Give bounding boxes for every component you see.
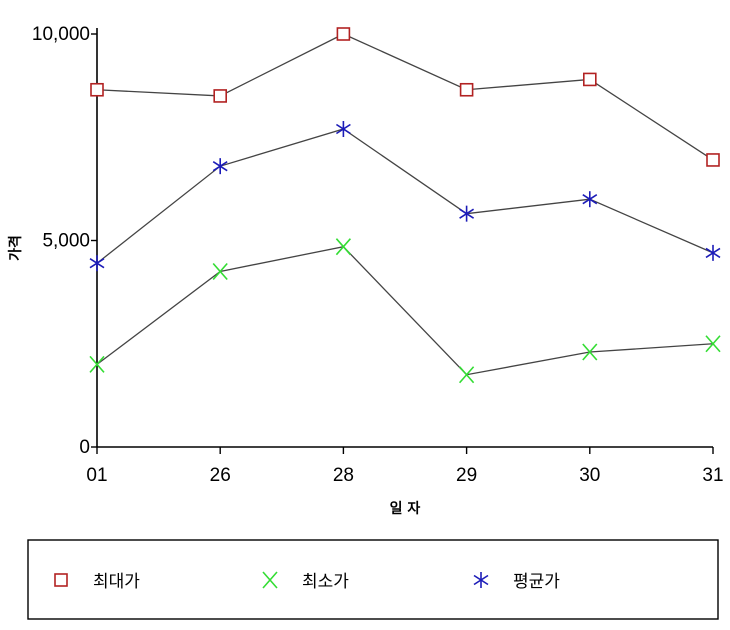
legend-label-1: 최대가: [93, 572, 140, 592]
data-point-2-3: [335, 238, 352, 256]
legend-marker-1: [54, 573, 68, 587]
data-point-2-2: [212, 262, 228, 281]
data-point-3-1: [89, 255, 105, 272]
x-tick-label: 01: [86, 465, 107, 486]
data-point-3-4: [459, 205, 475, 222]
chart-axes: 0 5,000 10,000 01 26 28 29 30 31: [32, 24, 724, 486]
data-point-3-2: [212, 158, 228, 175]
data-point-3-5: [582, 191, 598, 208]
x-tick-label: 29: [456, 465, 477, 486]
series-line-1: [96, 33, 714, 161]
series-lines: [96, 33, 714, 376]
x-axis-title: 일 자: [390, 501, 421, 517]
data-point-1-3: [336, 27, 351, 41]
data-point-2-4: [458, 366, 475, 384]
x-tick-label: 30: [579, 465, 600, 486]
y-axis-title: 가격: [7, 235, 24, 261]
y-tick-label: 5,000: [42, 231, 90, 252]
data-point-2-6: [705, 335, 721, 353]
data-point-3-3: [335, 120, 351, 137]
legend-marker-3: [473, 572, 489, 588]
data-point-1-6: [706, 153, 720, 167]
legend: 최대가 최소가 평균가: [27, 539, 719, 620]
y-tick-label: 0: [79, 437, 90, 458]
data-point-1-1: [90, 82, 104, 97]
legend-label-2: 최소가: [302, 572, 349, 592]
series-line-2: [96, 245, 714, 376]
data-point-1-2: [213, 89, 227, 103]
x-tick-label: 26: [210, 465, 231, 486]
data-point-1-5: [582, 72, 597, 87]
data-point-2-5: [582, 343, 598, 361]
series-line-3: [96, 128, 714, 264]
series-markers: [89, 27, 721, 384]
legend-box: [27, 539, 719, 620]
legend-label-3: 평균가: [513, 572, 560, 592]
data-point-3-6: [705, 244, 721, 261]
legend-marker-2: [262, 571, 278, 589]
x-tick-label: 28: [333, 465, 354, 486]
data-point-2-1: [89, 355, 105, 373]
y-tick-label: 10,000: [32, 24, 90, 45]
x-tick-label: 31: [702, 465, 723, 486]
data-point-1-4: [459, 82, 474, 97]
